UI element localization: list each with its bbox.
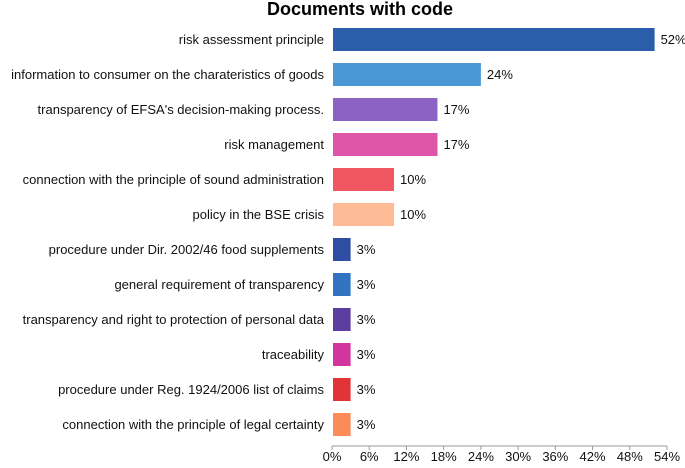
bars-group: risk assessment principle 52% information … (11, 28, 685, 436)
bar-value-label: 3% (357, 347, 376, 362)
bar (333, 168, 395, 191)
bar (333, 343, 351, 366)
bar (333, 273, 351, 296)
x-tick-label: 48% (617, 449, 643, 463)
x-tick-label: 12% (393, 449, 419, 463)
bar-value-label: 3% (357, 417, 376, 432)
category-label: procedure under Reg. 1924/2006 list of c… (58, 382, 324, 397)
category-label: traceability (262, 347, 325, 362)
category-label: risk management (224, 137, 324, 152)
bar (333, 133, 438, 156)
bar (333, 98, 438, 121)
bar-value-label: 10% (400, 172, 426, 187)
x-axis-ticks: 0% 6% 12% 18% 24% 30% 36% 42% 48% 54% (323, 446, 680, 464)
bar-value-label: 3% (357, 382, 376, 397)
category-label: risk assessment principle (179, 32, 324, 47)
category-label: information to consumer on the charateri… (11, 67, 324, 82)
x-tick-label: 30% (505, 449, 531, 463)
x-tick-label: 42% (580, 449, 606, 463)
bar (333, 63, 481, 86)
bar-value-label: 3% (357, 242, 376, 257)
bar (333, 413, 351, 436)
bar-value-label: 17% (443, 102, 469, 117)
bar (333, 203, 395, 226)
bar-value-label: 3% (357, 277, 376, 292)
category-label: connection with the principle of sound a… (23, 172, 324, 187)
bar (333, 28, 655, 51)
bar (333, 378, 351, 401)
x-tick-label: 18% (431, 449, 457, 463)
bar-value-label: 17% (443, 137, 469, 152)
category-label: procedure under Dir. 2002/46 food supple… (49, 242, 325, 257)
category-label: transparency of EFSA's decision-making p… (38, 102, 324, 117)
bar-value-label: 52% (661, 32, 685, 47)
bar-value-label: 24% (487, 67, 513, 82)
x-tick-label: 6% (360, 449, 379, 463)
category-label: general requirement of transparency (114, 277, 324, 292)
bar-value-label: 10% (400, 207, 426, 222)
category-label: policy in the BSE crisis (193, 207, 325, 222)
x-tick-label: 0% (323, 449, 342, 463)
bar (333, 238, 351, 261)
x-tick-label: 24% (468, 449, 494, 463)
category-label: connection with the principle of legal c… (62, 417, 324, 432)
bar-value-label: 3% (357, 312, 376, 327)
category-label: transparency and right to protection of … (23, 312, 325, 327)
bar (333, 308, 351, 331)
x-tick-label: 36% (542, 449, 568, 463)
chart-title: Documents with code (267, 0, 453, 19)
x-tick-label: 54% (654, 449, 680, 463)
